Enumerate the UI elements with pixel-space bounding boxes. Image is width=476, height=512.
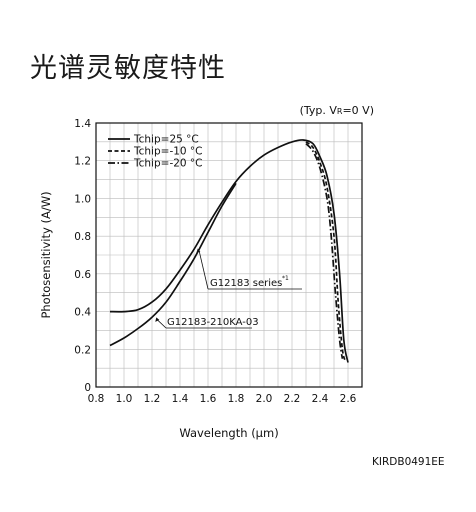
x-tick-label: 1.4 — [172, 393, 189, 405]
legend-entry: Tchip=25 °C — [133, 134, 199, 146]
annotation-arrowhead — [196, 248, 201, 253]
series-group — [109, 139, 349, 363]
y-tick-label: 0.2 — [74, 344, 91, 356]
series-line-2 — [305, 141, 347, 361]
y-axis-ticks: 0 0.2 0.4 0.6 0.8 1.0 1.2 1.4 — [74, 118, 91, 394]
x-tick-label: 2.0 — [256, 393, 273, 405]
condition-tail: =0 V) — [342, 104, 374, 117]
measurement-condition: (Typ. VR=0 V) — [300, 104, 374, 117]
series-line-0 — [109, 139, 349, 363]
condition-main: (Typ. V — [299, 104, 337, 117]
y-tick-label: 0.8 — [74, 231, 91, 243]
x-tick-label: 0.8 — [88, 393, 105, 405]
y-axis-label: Photosensitivity (A/W) — [39, 191, 53, 318]
chart-grid — [96, 123, 362, 387]
annotation-g12183-series: G12183 series — [210, 278, 282, 289]
x-tick-label: 1.6 — [200, 393, 217, 405]
legend-entry: Tchip=-20 °C — [133, 158, 203, 170]
y-tick-label: 1.4 — [74, 118, 91, 130]
x-axis-label: Wavelength (μm) — [179, 426, 278, 440]
y-tick-label: 0.4 — [74, 307, 91, 319]
y-tick-label: 1.2 — [74, 156, 91, 168]
x-tick-label: 2.2 — [284, 393, 301, 405]
x-tick-label: 2.6 — [340, 393, 357, 405]
condition-subscript: R — [336, 107, 343, 116]
annotation-g12183-210ka-03: G12183-210KA-03 — [167, 317, 259, 328]
y-tick-label: 0.6 — [74, 269, 91, 281]
y-tick-label: 0 — [84, 382, 91, 394]
x-axis-ticks: 0.8 1.0 1.2 1.4 1.6 1.8 2.0 2.2 2.4 2.6 — [88, 393, 357, 405]
annotation-leader — [198, 249, 209, 290]
figure-code: KIRDB0491EE — [372, 456, 445, 468]
annotation-arrowhead — [155, 317, 160, 322]
series-line-3 — [305, 143, 344, 359]
plot-frame — [95, 122, 363, 388]
x-tick-label: 1.2 — [144, 393, 161, 405]
x-tick-label: 1.0 — [116, 393, 133, 405]
annotations: G12183 series *1 G12183-210KA-03 — [155, 248, 302, 329]
page-title: 光谱灵敏度特性 — [30, 53, 226, 84]
annotation-footnote-mark: *1 — [282, 275, 289, 282]
legend-entry: Tchip=-10 °C — [133, 146, 203, 158]
series-line-1 — [109, 182, 237, 347]
x-tick-label: 1.8 — [228, 393, 245, 405]
annotation-leader — [156, 319, 167, 329]
x-tick-label: 2.4 — [312, 393, 329, 405]
y-tick-label: 1.0 — [74, 193, 91, 205]
